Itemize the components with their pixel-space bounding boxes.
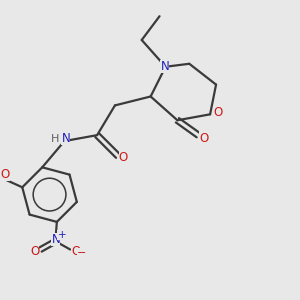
Text: +: + bbox=[58, 230, 66, 240]
Text: N: N bbox=[160, 60, 169, 73]
Text: N: N bbox=[52, 232, 60, 246]
Text: O: O bbox=[199, 132, 208, 145]
Text: H: H bbox=[51, 134, 59, 144]
Text: O: O bbox=[1, 168, 10, 181]
Text: O: O bbox=[214, 106, 223, 119]
Text: O: O bbox=[71, 244, 80, 257]
Text: O: O bbox=[119, 151, 128, 164]
Text: O: O bbox=[30, 244, 39, 257]
Text: −: − bbox=[77, 248, 86, 258]
Text: N: N bbox=[61, 132, 70, 145]
